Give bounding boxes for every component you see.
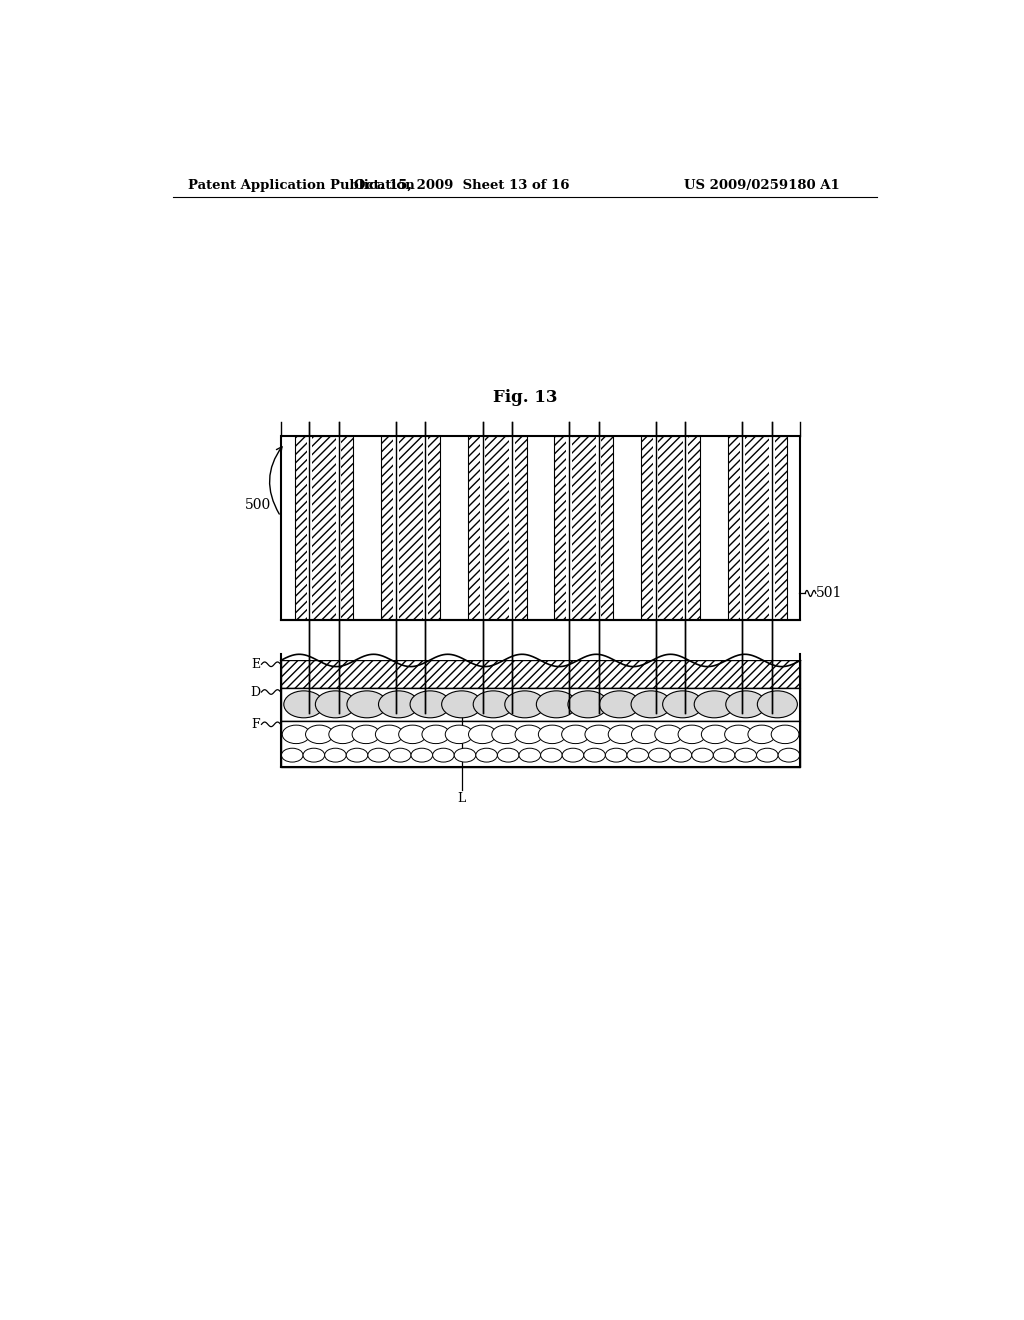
Ellipse shape: [584, 748, 605, 762]
Ellipse shape: [411, 748, 432, 762]
Ellipse shape: [771, 725, 799, 743]
Ellipse shape: [368, 748, 389, 762]
Ellipse shape: [352, 725, 380, 743]
Ellipse shape: [725, 725, 753, 743]
Ellipse shape: [537, 690, 577, 718]
Text: 501: 501: [816, 586, 842, 601]
Ellipse shape: [608, 725, 636, 743]
Ellipse shape: [757, 748, 778, 762]
Ellipse shape: [455, 748, 476, 762]
Text: US 2009/0259180 A1: US 2009/0259180 A1: [684, 178, 840, 191]
Ellipse shape: [585, 725, 612, 743]
Ellipse shape: [329, 725, 356, 743]
Polygon shape: [509, 436, 515, 620]
Ellipse shape: [599, 690, 640, 718]
Ellipse shape: [726, 690, 766, 718]
Ellipse shape: [568, 690, 608, 718]
Polygon shape: [306, 436, 312, 620]
Polygon shape: [769, 436, 774, 620]
Text: E: E: [251, 657, 260, 671]
Polygon shape: [683, 436, 688, 620]
Ellipse shape: [692, 748, 714, 762]
Ellipse shape: [505, 690, 545, 718]
Text: Oct. 15, 2009  Sheet 13 of 16: Oct. 15, 2009 Sheet 13 of 16: [354, 178, 569, 191]
Ellipse shape: [748, 725, 775, 743]
Ellipse shape: [376, 725, 403, 743]
Ellipse shape: [441, 690, 481, 718]
Ellipse shape: [325, 748, 346, 762]
Polygon shape: [566, 436, 571, 620]
Ellipse shape: [627, 748, 648, 762]
Ellipse shape: [498, 748, 519, 762]
Ellipse shape: [315, 690, 355, 718]
Ellipse shape: [663, 690, 702, 718]
Ellipse shape: [303, 748, 325, 762]
Ellipse shape: [678, 725, 706, 743]
Polygon shape: [739, 436, 745, 620]
Ellipse shape: [605, 748, 627, 762]
Ellipse shape: [445, 725, 473, 743]
Ellipse shape: [305, 725, 333, 743]
Ellipse shape: [735, 748, 757, 762]
Polygon shape: [423, 436, 428, 620]
Bar: [281, 721, 801, 767]
Ellipse shape: [562, 748, 584, 762]
Polygon shape: [480, 436, 485, 620]
Ellipse shape: [473, 690, 513, 718]
Ellipse shape: [670, 748, 692, 762]
Ellipse shape: [694, 690, 734, 718]
Ellipse shape: [519, 748, 541, 762]
Text: F: F: [251, 718, 260, 731]
Ellipse shape: [283, 725, 310, 743]
Ellipse shape: [476, 748, 498, 762]
Bar: [281, 688, 801, 721]
Text: 500: 500: [245, 498, 270, 512]
Ellipse shape: [541, 748, 562, 762]
Ellipse shape: [515, 725, 543, 743]
Ellipse shape: [398, 725, 426, 743]
Polygon shape: [596, 436, 601, 620]
Ellipse shape: [469, 725, 497, 743]
Ellipse shape: [492, 725, 519, 743]
Ellipse shape: [347, 690, 387, 718]
Ellipse shape: [778, 748, 800, 762]
Text: Fig. 13: Fig. 13: [493, 388, 557, 405]
Ellipse shape: [539, 725, 566, 743]
Ellipse shape: [631, 690, 671, 718]
Ellipse shape: [632, 725, 659, 743]
Text: L: L: [458, 792, 466, 805]
Ellipse shape: [379, 690, 419, 718]
Polygon shape: [653, 436, 658, 620]
Polygon shape: [336, 436, 341, 620]
Ellipse shape: [432, 748, 455, 762]
Ellipse shape: [714, 748, 735, 762]
Ellipse shape: [284, 690, 324, 718]
Ellipse shape: [410, 690, 451, 718]
Bar: [281, 620, 801, 660]
Ellipse shape: [389, 748, 411, 762]
Ellipse shape: [422, 725, 450, 743]
Ellipse shape: [648, 748, 670, 762]
Polygon shape: [393, 436, 398, 620]
Text: D: D: [250, 685, 260, 698]
Ellipse shape: [561, 725, 590, 743]
Ellipse shape: [701, 725, 729, 743]
Bar: [281, 660, 801, 688]
Ellipse shape: [346, 748, 368, 762]
Text: Patent Application Publication: Patent Application Publication: [188, 178, 415, 191]
Ellipse shape: [654, 725, 683, 743]
Ellipse shape: [282, 748, 303, 762]
Ellipse shape: [758, 690, 798, 718]
